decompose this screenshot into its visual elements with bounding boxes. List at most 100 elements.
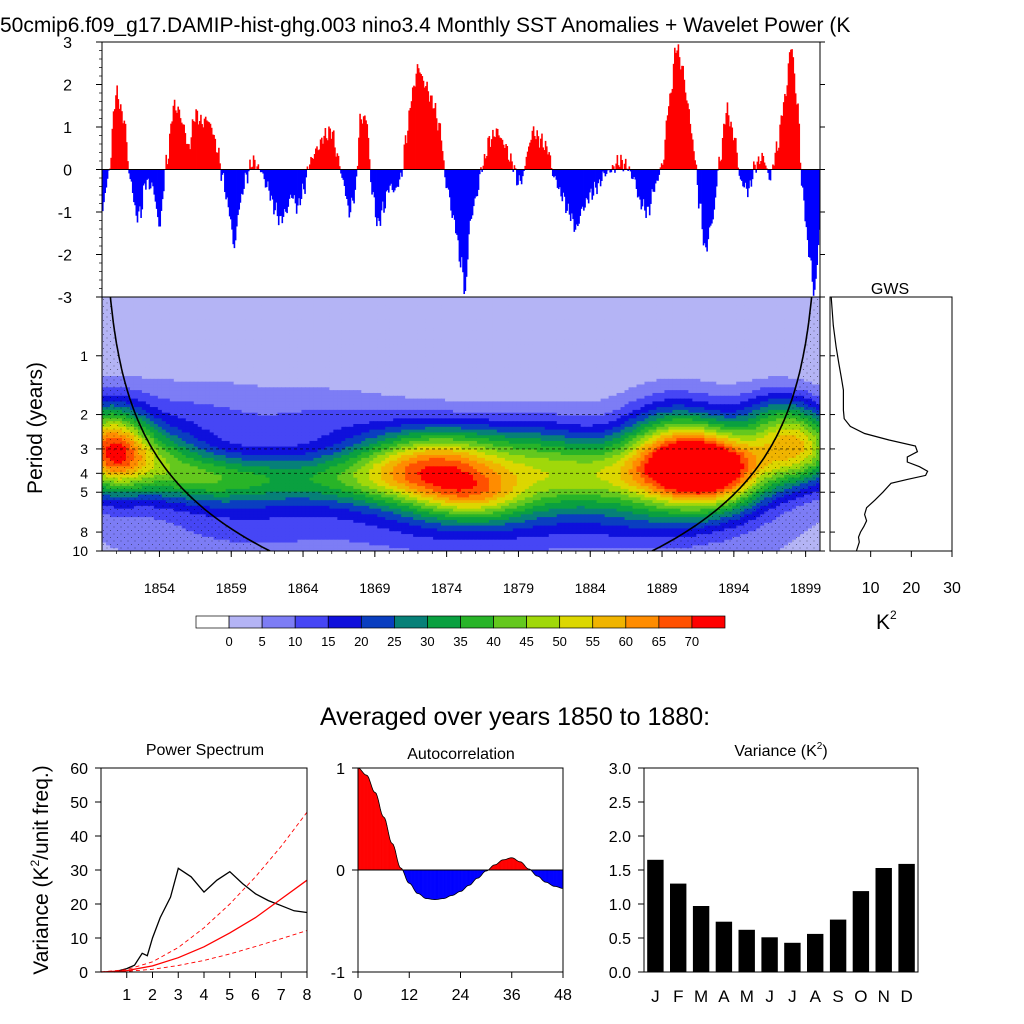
wavelet-cell bbox=[161, 299, 167, 304]
wavelet-cell bbox=[373, 344, 378, 349]
wavelet-cell bbox=[361, 319, 366, 323]
wavelet-cell bbox=[728, 339, 733, 343]
wavelet-cell bbox=[524, 322, 530, 326]
wavelet-cell bbox=[744, 333, 749, 338]
wavelet-cell bbox=[684, 302, 689, 306]
wavelet-cell bbox=[333, 311, 338, 315]
wavelet-cell bbox=[724, 305, 729, 309]
anomaly-bar-negative bbox=[749, 169, 751, 181]
wavelet-cell bbox=[740, 319, 745, 323]
wavelet-cell bbox=[756, 316, 761, 321]
wavelet-cell bbox=[716, 302, 721, 306]
wavelet-cell bbox=[229, 325, 235, 329]
wavelet-cell bbox=[740, 305, 745, 309]
wavelet-cell bbox=[792, 328, 797, 332]
wavelet-cell bbox=[145, 330, 151, 335]
wavelet-cell bbox=[373, 350, 378, 354]
wavelet-cell bbox=[161, 316, 167, 321]
wavelet-cell bbox=[317, 344, 322, 349]
wavelet-cell bbox=[744, 325, 749, 329]
wavelet-cell bbox=[457, 311, 462, 315]
anomaly-bar-negative bbox=[237, 169, 239, 216]
wavelet-cell bbox=[129, 319, 135, 323]
wavelet-cell bbox=[468, 299, 474, 304]
wavelet-cell bbox=[205, 299, 211, 304]
wavelet-cell bbox=[672, 308, 677, 312]
wavelet-cell bbox=[596, 305, 602, 309]
wavelet-cell bbox=[201, 311, 207, 315]
wavelet-cell bbox=[417, 325, 422, 329]
anomaly-bar-positive bbox=[532, 126, 535, 170]
wavelet-cell bbox=[736, 356, 741, 360]
wavelet-cell bbox=[161, 325, 167, 329]
wavelet-cell bbox=[492, 350, 498, 354]
anomaly-bar-negative bbox=[591, 169, 594, 200]
wavelet-cell bbox=[169, 353, 175, 357]
wavelet-cell bbox=[413, 333, 418, 338]
wavelet-cell bbox=[177, 347, 183, 352]
wavelet-cell bbox=[333, 322, 338, 326]
wavelet-cell bbox=[540, 311, 546, 315]
wavelet-cell bbox=[548, 313, 554, 318]
anomaly-bar-positive bbox=[534, 135, 536, 170]
wavelet-cell bbox=[676, 313, 681, 318]
wavelet-cell bbox=[281, 344, 286, 349]
wavelet-cell bbox=[620, 328, 626, 332]
wavelet-cell bbox=[496, 356, 502, 360]
anomaly-bar-negative bbox=[232, 169, 235, 245]
wavelet-cell bbox=[217, 347, 223, 352]
wavelet-cell bbox=[576, 305, 582, 309]
wavelet-cell bbox=[532, 353, 538, 357]
wavelet-cell bbox=[137, 328, 143, 332]
wavelet-cell bbox=[273, 344, 279, 349]
wavelet-cell bbox=[648, 305, 653, 309]
wavelet-cell bbox=[249, 356, 255, 360]
wavelet-cell bbox=[584, 316, 590, 321]
wavelet-cell bbox=[552, 339, 558, 343]
wavelet-cell bbox=[560, 305, 566, 309]
wavelet-cell bbox=[453, 297, 458, 301]
wavelet-cell bbox=[648, 302, 653, 306]
anomaly-bar-positive bbox=[543, 150, 546, 170]
anomaly-bar-positive bbox=[493, 136, 495, 170]
wavelet-cell bbox=[532, 347, 538, 352]
wavelet-cell bbox=[197, 328, 203, 332]
wavelet-cell bbox=[357, 333, 362, 338]
anomaly-bar-negative bbox=[103, 169, 105, 203]
wavelet-cell bbox=[548, 359, 554, 363]
wavelet-cell bbox=[788, 305, 793, 309]
wavelet-cell bbox=[528, 308, 534, 312]
wavelet-cell bbox=[780, 316, 785, 321]
wavelet-cell bbox=[488, 313, 494, 318]
wavelet-cell bbox=[317, 359, 322, 363]
wavelet-cell bbox=[445, 336, 450, 340]
wavelet-cell bbox=[245, 299, 251, 304]
wavelet-cell bbox=[193, 299, 199, 304]
wavelet-cell bbox=[744, 356, 749, 360]
anomaly-bar-negative bbox=[767, 169, 769, 173]
wavelet-cell bbox=[213, 316, 219, 321]
wavelet-cell bbox=[652, 313, 657, 318]
wavelet-cell bbox=[353, 316, 358, 321]
wavelet-cell bbox=[744, 299, 749, 304]
wavelet-cell bbox=[225, 328, 231, 332]
ts-ytick-label: -1 bbox=[58, 205, 72, 222]
wavelet-cell bbox=[409, 325, 414, 329]
wavelet-cell bbox=[277, 325, 282, 329]
wavelet-cell bbox=[744, 342, 749, 346]
anomaly-bar-negative bbox=[372, 169, 375, 193]
wavelet-cell bbox=[377, 302, 382, 306]
wavelet-cell bbox=[433, 350, 438, 354]
wavelet-cell bbox=[409, 322, 414, 326]
wavelet-cell bbox=[401, 325, 406, 329]
wavelet-cell bbox=[720, 339, 725, 343]
wavelet-cell bbox=[369, 353, 374, 357]
wavelet-cell bbox=[712, 305, 717, 309]
wavelet-cell bbox=[496, 344, 502, 349]
wavelet-cell bbox=[484, 356, 490, 360]
wavelet-cell bbox=[588, 330, 594, 335]
wavelet-cell bbox=[704, 333, 709, 338]
wavelet-cell bbox=[684, 333, 689, 338]
wavelet-cell bbox=[141, 302, 147, 306]
anomaly-bar-positive bbox=[718, 156, 720, 170]
